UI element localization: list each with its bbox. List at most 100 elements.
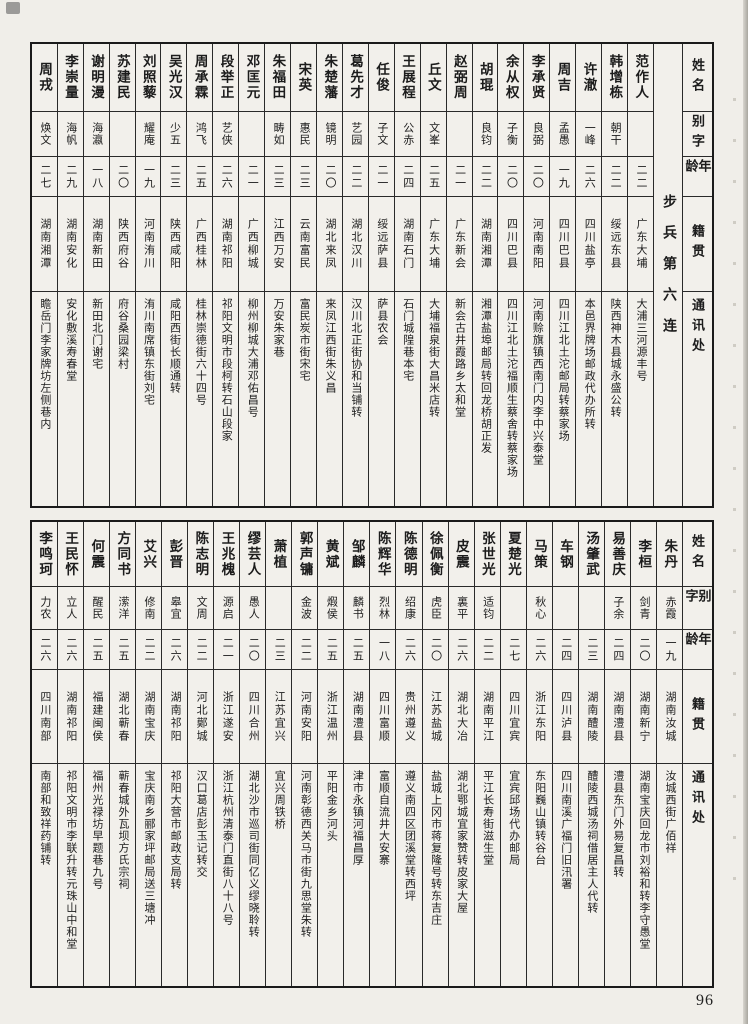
person-age: 二〇 (109, 157, 135, 197)
person-age: 二一 (214, 630, 240, 670)
person-courtesy: 煆侯 (318, 587, 344, 630)
roster-column: 余从权 子衡 二〇 四川巴县 四川江北土沱福顺生蔡舍转蔡家场 (497, 44, 524, 506)
person-courtesy (500, 587, 526, 630)
person-native: 云南富民 (291, 197, 317, 292)
person-address: 南部和致祥药铺转 (38, 770, 51, 866)
page-number: 96 (696, 992, 714, 1009)
roster-column: 刘照藜 耀庵 一九 河南洧川 洧川南席镇东街刘宅 (134, 44, 161, 506)
roster-column: 李承贤 良弼 二〇 河南南阳 河南赊旗镇西南门内李中兴泰堂 (523, 44, 550, 506)
person-age: 二三 (266, 630, 292, 670)
person-age: 二六 (576, 157, 602, 197)
person-age: 一九 (135, 157, 161, 197)
person-native: 浙江温州 (318, 670, 344, 764)
roster-column: 李鸣珂 力农 二六 四川南部 南部和致祥药铺转 (31, 522, 57, 986)
person-courtesy (266, 587, 292, 630)
person-name: 黄斌 (318, 522, 344, 587)
person-name: 余从权 (498, 44, 524, 112)
person-courtesy: 焕文 (31, 112, 57, 157)
person-address: 安化敷溪寿春堂 (64, 298, 77, 382)
person-address: 石门城隍巷本宅 (401, 298, 414, 382)
roster-column: 朱楚藩 镜明 二〇 湖北来凤 来凤江西街朱义昌 (316, 44, 342, 506)
header-address: 通讯处 (690, 298, 705, 358)
roster-column: 马策 秋心 二六 浙江东阳 东阳巍山镇转谷台 (525, 522, 552, 986)
person-address: 来凤江西街朱义昌 (323, 298, 336, 394)
person-native: 四川巴县 (498, 197, 524, 292)
person-name: 易善庆 (604, 522, 630, 587)
header-address: 通讯处 (690, 770, 705, 830)
person-address: 湘潭盐埠邮局转回龙桥胡正发 (479, 298, 492, 454)
person-age: 一八 (83, 157, 109, 197)
person-address: 新会古井霞路乡太和堂 (453, 298, 466, 418)
person-name: 方同书 (109, 522, 136, 587)
person-native: 广东新会 (446, 197, 472, 292)
person-age: 一八 (370, 630, 396, 670)
person-native: 湖南湘潭 (31, 197, 57, 292)
person-courtesy: 麟书 (344, 587, 370, 630)
roster-column: 陈德明 绍康 二六 贵州遵义 遵义南四区团溪堂转西坪 (395, 522, 422, 986)
person-native: 陕西府谷 (109, 197, 135, 292)
person-courtesy: 惠民 (291, 112, 317, 157)
person-courtesy: 潆洋 (109, 587, 136, 630)
person-courtesy: 立人 (57, 587, 83, 630)
person-name: 李桓 (630, 522, 656, 587)
person-age: 二二 (628, 157, 653, 197)
person-name: 苏建民 (109, 44, 135, 112)
person-age: 二六 (162, 630, 188, 670)
person-address: 汉川北正街协和当铺转 (349, 298, 362, 418)
roster-column: 黄斌 煆侯 二五 浙江温州 平阳金乡河头 (317, 522, 344, 986)
person-age: 二一 (368, 157, 394, 197)
roster-column: 徐佩衡 虎臣 二〇 江苏盐城 盐城上冈市蒋复隆号转东吉庄 (421, 522, 448, 986)
person-name: 任俊 (368, 44, 394, 112)
person-address: 咸阳西街长顺通转 (168, 298, 181, 394)
person-name: 宋英 (291, 44, 317, 112)
person-age: 二一 (239, 157, 265, 197)
person-age: 二〇 (317, 157, 342, 197)
person-native: 湖北来凤 (317, 197, 342, 292)
person-courtesy: 金波 (292, 587, 318, 630)
person-native: 广西柳城 (239, 197, 265, 292)
person-address: 瞻岳门李家牌坊左侧巷内 (38, 298, 51, 430)
person-address: 醴陵西城汤祠借居主人代转 (585, 770, 598, 914)
person-name: 周戎 (31, 44, 57, 112)
person-name: 吴光汉 (161, 44, 187, 112)
person-age: 二〇 (422, 630, 448, 670)
roster-column: 车钢 二四 四川泸县 四川南溪广福门旧汛署 (551, 522, 578, 986)
person-name: 周承霖 (187, 44, 213, 112)
person-native: 河北鄚城 (188, 670, 214, 764)
person-native: 湖南新宁 (630, 670, 656, 764)
person-address: 遵义南四区团溪堂转西坪 (403, 770, 416, 902)
roster-column: 周承霖 鸿飞 二五 广西桂林 桂林崇德街六十四号 (186, 44, 213, 506)
person-address: 万安朱家巷 (272, 298, 285, 358)
person-address: 河南赊旗镇西南门内李中兴泰堂 (531, 298, 544, 466)
person-courtesy: 公赤 (394, 112, 420, 157)
person-age: 二四 (394, 157, 420, 197)
person-courtesy: 子余 (604, 587, 630, 630)
person-courtesy: 文周 (188, 587, 214, 630)
roster-column: 苏建民 二〇 陕西府谷 府谷桑园梁村 (108, 44, 135, 506)
roster-column: 葛先才 艺园 二二 湖北汉川 汉川北正街协和当铺转 (341, 44, 368, 506)
person-address: 湖南宝庆回龙市刘裕和转李守愚堂 (637, 770, 650, 950)
person-courtesy: 裏平 (448, 587, 474, 630)
person-name: 夏楚光 (500, 522, 526, 587)
person-name: 陈志明 (188, 522, 214, 587)
person-native: 四川南部 (31, 670, 57, 764)
person-address: 宜兴周铁桥 (273, 770, 286, 830)
person-age: 二六 (57, 630, 83, 670)
person-address: 祁阳文明市段柯转石山段家 (220, 298, 233, 442)
person-name: 萧植 (266, 522, 292, 587)
header-age: 年龄 (683, 157, 712, 197)
person-age: 二五 (318, 630, 344, 670)
person-age: 二五 (83, 630, 109, 670)
person-native: 湖南祁阳 (57, 670, 83, 764)
person-name: 赵弼周 (446, 44, 472, 112)
roster-column: 李桓 剑青 二〇 湖南新宁 湖南宝庆回龙市刘裕和转李守愚堂 (629, 522, 656, 986)
person-address: 洧川南席镇东街刘宅 (142, 298, 155, 406)
person-native: 河南南阳 (524, 197, 550, 292)
person-age: 二一 (446, 157, 472, 197)
person-name: 王兆槐 (214, 522, 240, 587)
person-address: 宜宾邱场代办邮局 (507, 770, 520, 866)
person-age: 二二 (136, 630, 162, 670)
person-address: 四川江北土沱福顺生蔡舍转蔡家场 (505, 298, 518, 478)
scan-artifact-edge (743, 0, 748, 1024)
person-name: 许澈 (576, 44, 602, 112)
